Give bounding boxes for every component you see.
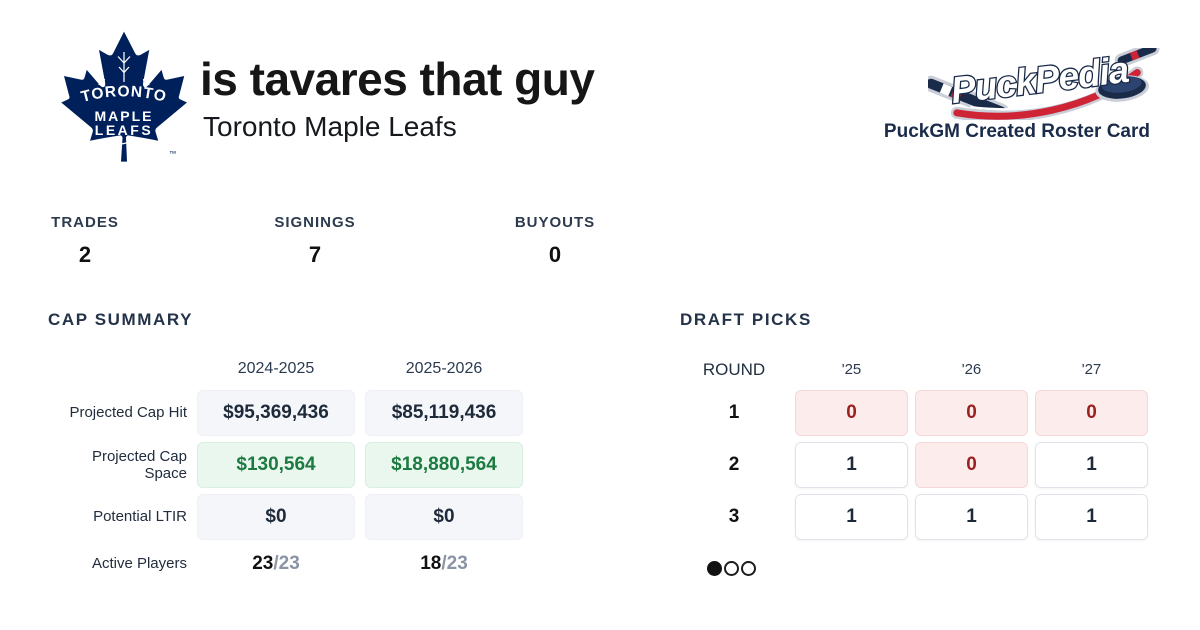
stat-trades: TRADES 2 — [26, 214, 144, 268]
cap-summary-heading: CAP SUMMARY — [48, 310, 194, 329]
row-label-potential-ltir: Potential LTIR — [93, 508, 187, 526]
season-header-2024-2025: 2024-2025 — [237, 360, 315, 377]
page-dot-1[interactable] — [707, 561, 722, 576]
carousel-pagination — [707, 561, 756, 576]
team-name-subtitle: Toronto Maple Leafs — [203, 111, 457, 142]
picks-round3-27: 1 — [1035, 494, 1148, 540]
picks-round1-26: 0 — [915, 390, 1028, 436]
leaf-vein-bottom — [99, 140, 149, 147]
row-label-projected-cap-hit: Projected Cap Hit — [69, 404, 187, 422]
puckpedia-wordmark: PuckPedia — [949, 49, 1131, 111]
active-players-2025-max: /23 — [441, 553, 468, 574]
cap-hit-2025-value: $85,119,436 — [365, 390, 523, 436]
cap-summary-table: 2024-2025 2025-2026 Projected Cap Hit $9… — [48, 350, 523, 582]
hockey-stick-right-icon — [1114, 48, 1160, 68]
active-players-2025: 18/23 — [365, 546, 523, 582]
round-3-label: 3 — [728, 506, 740, 527]
brand-caption: PuckGM Created Roster Card — [883, 121, 1150, 142]
leafs-logo-trademark: ™ — [169, 149, 177, 158]
stat-buyouts: BUYOUTS 0 — [496, 214, 614, 268]
ltir-2025-value: $0 — [365, 494, 523, 540]
leafs-logo-text-toronto: TORONTO — [79, 83, 167, 106]
ltir-2024-value: $0 — [197, 494, 355, 540]
stat-trades-label: TRADES — [51, 214, 119, 231]
year-header-27: '27 — [1081, 361, 1102, 378]
round-1-label: 1 — [728, 402, 740, 423]
active-players-2024-max: /23 — [273, 553, 300, 574]
season-header-2025-2026: 2025-2026 — [405, 360, 483, 377]
hockey-stick-left-icon — [928, 75, 1010, 120]
spacer — [48, 350, 187, 384]
maple-leafs-logo: TORONTO MAPLE LEAFS ™ — [61, 31, 187, 162]
page-dot-2[interactable] — [724, 561, 739, 576]
cap-space-2025-value: $18,880,564 — [365, 442, 523, 488]
leafs-logo-text-leafs: LEAFS — [95, 122, 153, 138]
cap-hit-2024-value: $95,369,436 — [197, 390, 355, 436]
leafs-logo-text-maple: MAPLE — [95, 108, 154, 124]
picks-round3-25: 1 — [795, 494, 908, 540]
picks-round1-27: 0 — [1035, 390, 1148, 436]
year-header-25: '25 — [841, 361, 862, 378]
year-header-26: '26 — [961, 361, 982, 378]
puckpedia-logo: PuckPedia — [928, 48, 1160, 120]
page-dot-3[interactable] — [741, 561, 756, 576]
active-players-2024-count: 23 — [252, 553, 274, 574]
stat-signings: SIGNINGS 7 — [256, 214, 374, 268]
active-players-2024: 23/23 — [197, 546, 355, 582]
row-label-projected-cap-space: Projected Cap Space — [91, 447, 187, 482]
svg-text:TORONTO: TORONTO — [79, 83, 168, 106]
stat-trades-value: 2 — [78, 242, 92, 267]
picks-round3-26: 1 — [915, 494, 1028, 540]
stat-signings-label: SIGNINGS — [274, 214, 356, 231]
cap-space-2024-value: $130,564 — [197, 442, 355, 488]
active-players-2025-count: 18 — [420, 553, 442, 574]
picks-round2-25: 1 — [795, 442, 908, 488]
picks-round2-27: 1 — [1035, 442, 1148, 488]
stat-buyouts-value: 0 — [548, 242, 562, 267]
round-2-label: 2 — [728, 454, 740, 475]
picks-round2-26: 0 — [915, 442, 1028, 488]
puck-icon — [1095, 75, 1149, 102]
stat-buyouts-label: BUYOUTS — [514, 214, 596, 231]
draft-picks-heading: DRAFT PICKS — [680, 310, 812, 329]
picks-round1-25: 0 — [795, 390, 908, 436]
stat-signings-value: 7 — [308, 242, 322, 267]
page-title: is tavares that guy — [200, 53, 595, 105]
leaf-vein-top — [96, 52, 152, 86]
round-column-header: ROUND — [702, 360, 766, 379]
row-label-active-players: Active Players — [91, 555, 187, 573]
draft-picks-table: ROUND '25 '26 '27 1 0 0 0 2 1 0 1 3 1 1 … — [680, 350, 1148, 540]
